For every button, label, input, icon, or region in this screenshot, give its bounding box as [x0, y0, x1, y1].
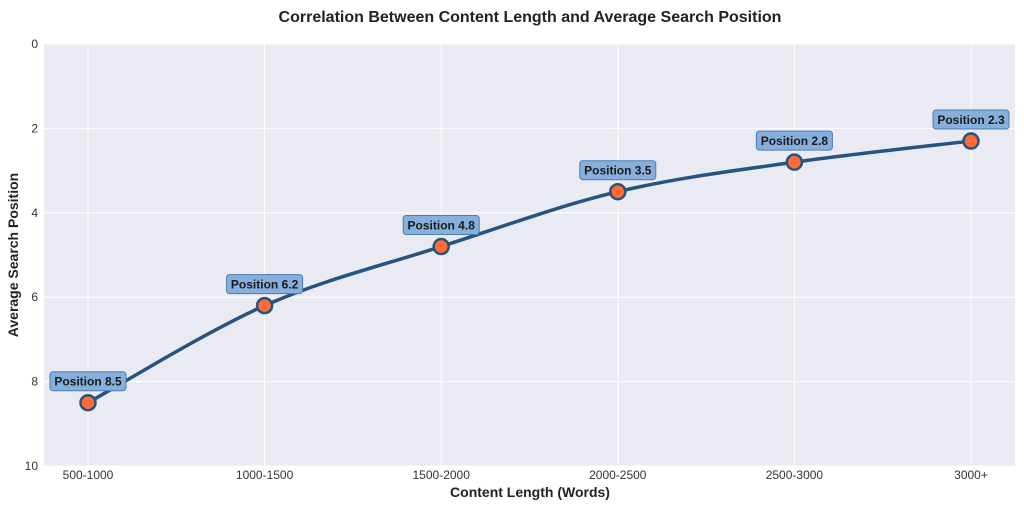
x-tick-label: 2500-3000 [766, 468, 824, 482]
data-label-box [49, 371, 127, 392]
data-label: Position 3.5 [584, 164, 652, 178]
y-tick-label: 2 [31, 121, 38, 135]
data-label-box [226, 274, 304, 295]
plot-area [44, 44, 1015, 466]
y-tick-label: 0 [31, 37, 38, 51]
y-tick-label: 6 [31, 290, 38, 304]
data-label: Position 8.5 [54, 375, 122, 389]
data-point [79, 393, 97, 412]
x-axis-label: Content Length (Words) [450, 484, 610, 500]
y-tick-label: 4 [31, 206, 38, 220]
series-line [87, 139, 972, 405]
x-tick-label: 1500-2000 [413, 468, 471, 482]
data-point [785, 153, 804, 171]
x-tick-label: 500-1000 [63, 468, 114, 482]
data-label: Position 6.2 [231, 278, 299, 292]
y-tick-label: 10 [25, 459, 39, 473]
data-label-box [755, 130, 833, 151]
data-point [255, 296, 274, 315]
data-label-box [932, 109, 1010, 130]
data-point [609, 182, 627, 201]
y-tick-label: 8 [31, 375, 38, 389]
x-tick-label: 3000+ [954, 468, 988, 482]
data-label-box [579, 160, 657, 181]
data-label-box [402, 215, 480, 236]
x-tick-label: 1000-1500 [236, 468, 294, 482]
data-label: Position 2.8 [761, 134, 829, 148]
data-label: Position 4.8 [408, 219, 476, 233]
data-point [962, 132, 980, 150]
chart-title: Correlation Between Content Length and A… [279, 9, 782, 26]
data-label: Position 2.3 [937, 113, 1005, 127]
x-tick-label: 2000-2500 [589, 468, 647, 482]
y-axis-label: Average Search Position [5, 173, 21, 337]
data-point [432, 237, 450, 256]
